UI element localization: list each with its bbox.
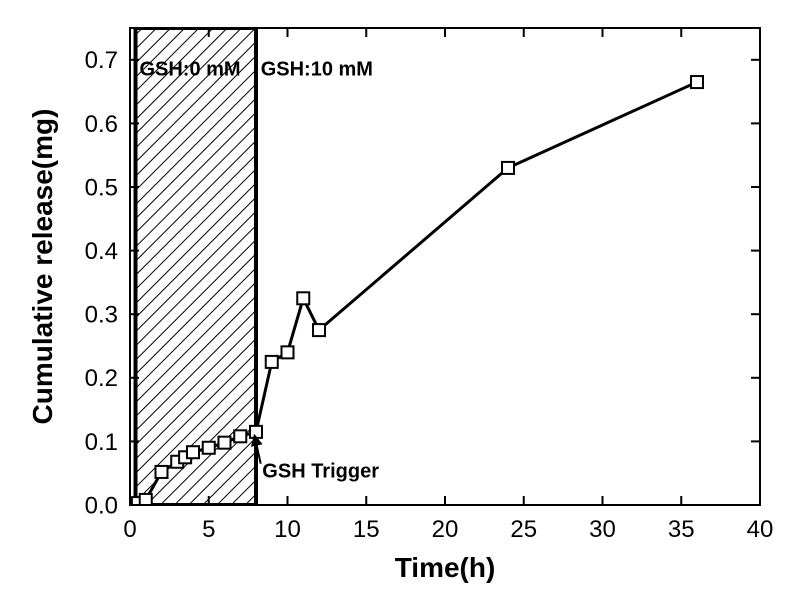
y-tick-label: 0.5 xyxy=(85,174,118,201)
chart-container: 0 5 10 15 20 25 30 35 40 0.0 0.1 0.2 0.3 0.4 0.5 0.6 0.7… xyxy=(0,0,799,608)
data-marker xyxy=(219,437,231,449)
x-tick-label: 35 xyxy=(668,516,695,543)
data-marker xyxy=(266,356,278,368)
y-tick-label: 0.7 xyxy=(85,47,118,74)
data-marker xyxy=(234,430,246,442)
y-tick-label: 0.2 xyxy=(85,365,118,392)
data-marker xyxy=(250,426,262,438)
x-tick-label: 5 xyxy=(202,516,215,543)
x-tick-label: 10 xyxy=(274,516,301,543)
region-label-gsh10: GSH:10 mM xyxy=(261,59,373,81)
data-marker xyxy=(187,446,199,458)
x-tick-label: 20 xyxy=(432,516,459,543)
x-tick-label: 30 xyxy=(589,516,616,543)
x-tick-label: 25 xyxy=(510,516,537,543)
data-marker xyxy=(502,162,514,174)
data-marker xyxy=(313,324,325,336)
data-marker xyxy=(691,76,703,88)
data-marker xyxy=(282,346,294,358)
x-tick-label: 15 xyxy=(353,516,380,543)
region-label-gsh0: GSH:0 mM xyxy=(139,59,240,81)
release-chart: 0 5 10 15 20 25 30 35 40 0.0 0.1 0.2 0.3 0.4 0.5 0.6 0.7… xyxy=(0,0,799,608)
x-axis-title: Time(h) xyxy=(395,552,496,583)
data-marker xyxy=(156,466,168,478)
y-tick-label: 0.4 xyxy=(85,238,118,265)
data-marker xyxy=(297,292,309,304)
x-tick-label: 40 xyxy=(747,516,774,543)
annotation-text: GSH Trigger xyxy=(262,461,379,483)
y-tick-label: 0.3 xyxy=(85,302,118,329)
y-tick-label: 0.1 xyxy=(85,429,118,456)
y-axis-title: Cumulative release(mg) xyxy=(27,109,58,425)
x-tick-label: 0 xyxy=(123,516,136,543)
data-marker xyxy=(203,442,215,454)
y-tick-label: 0.6 xyxy=(85,111,118,138)
y-tick-label: 0.0 xyxy=(85,492,118,519)
